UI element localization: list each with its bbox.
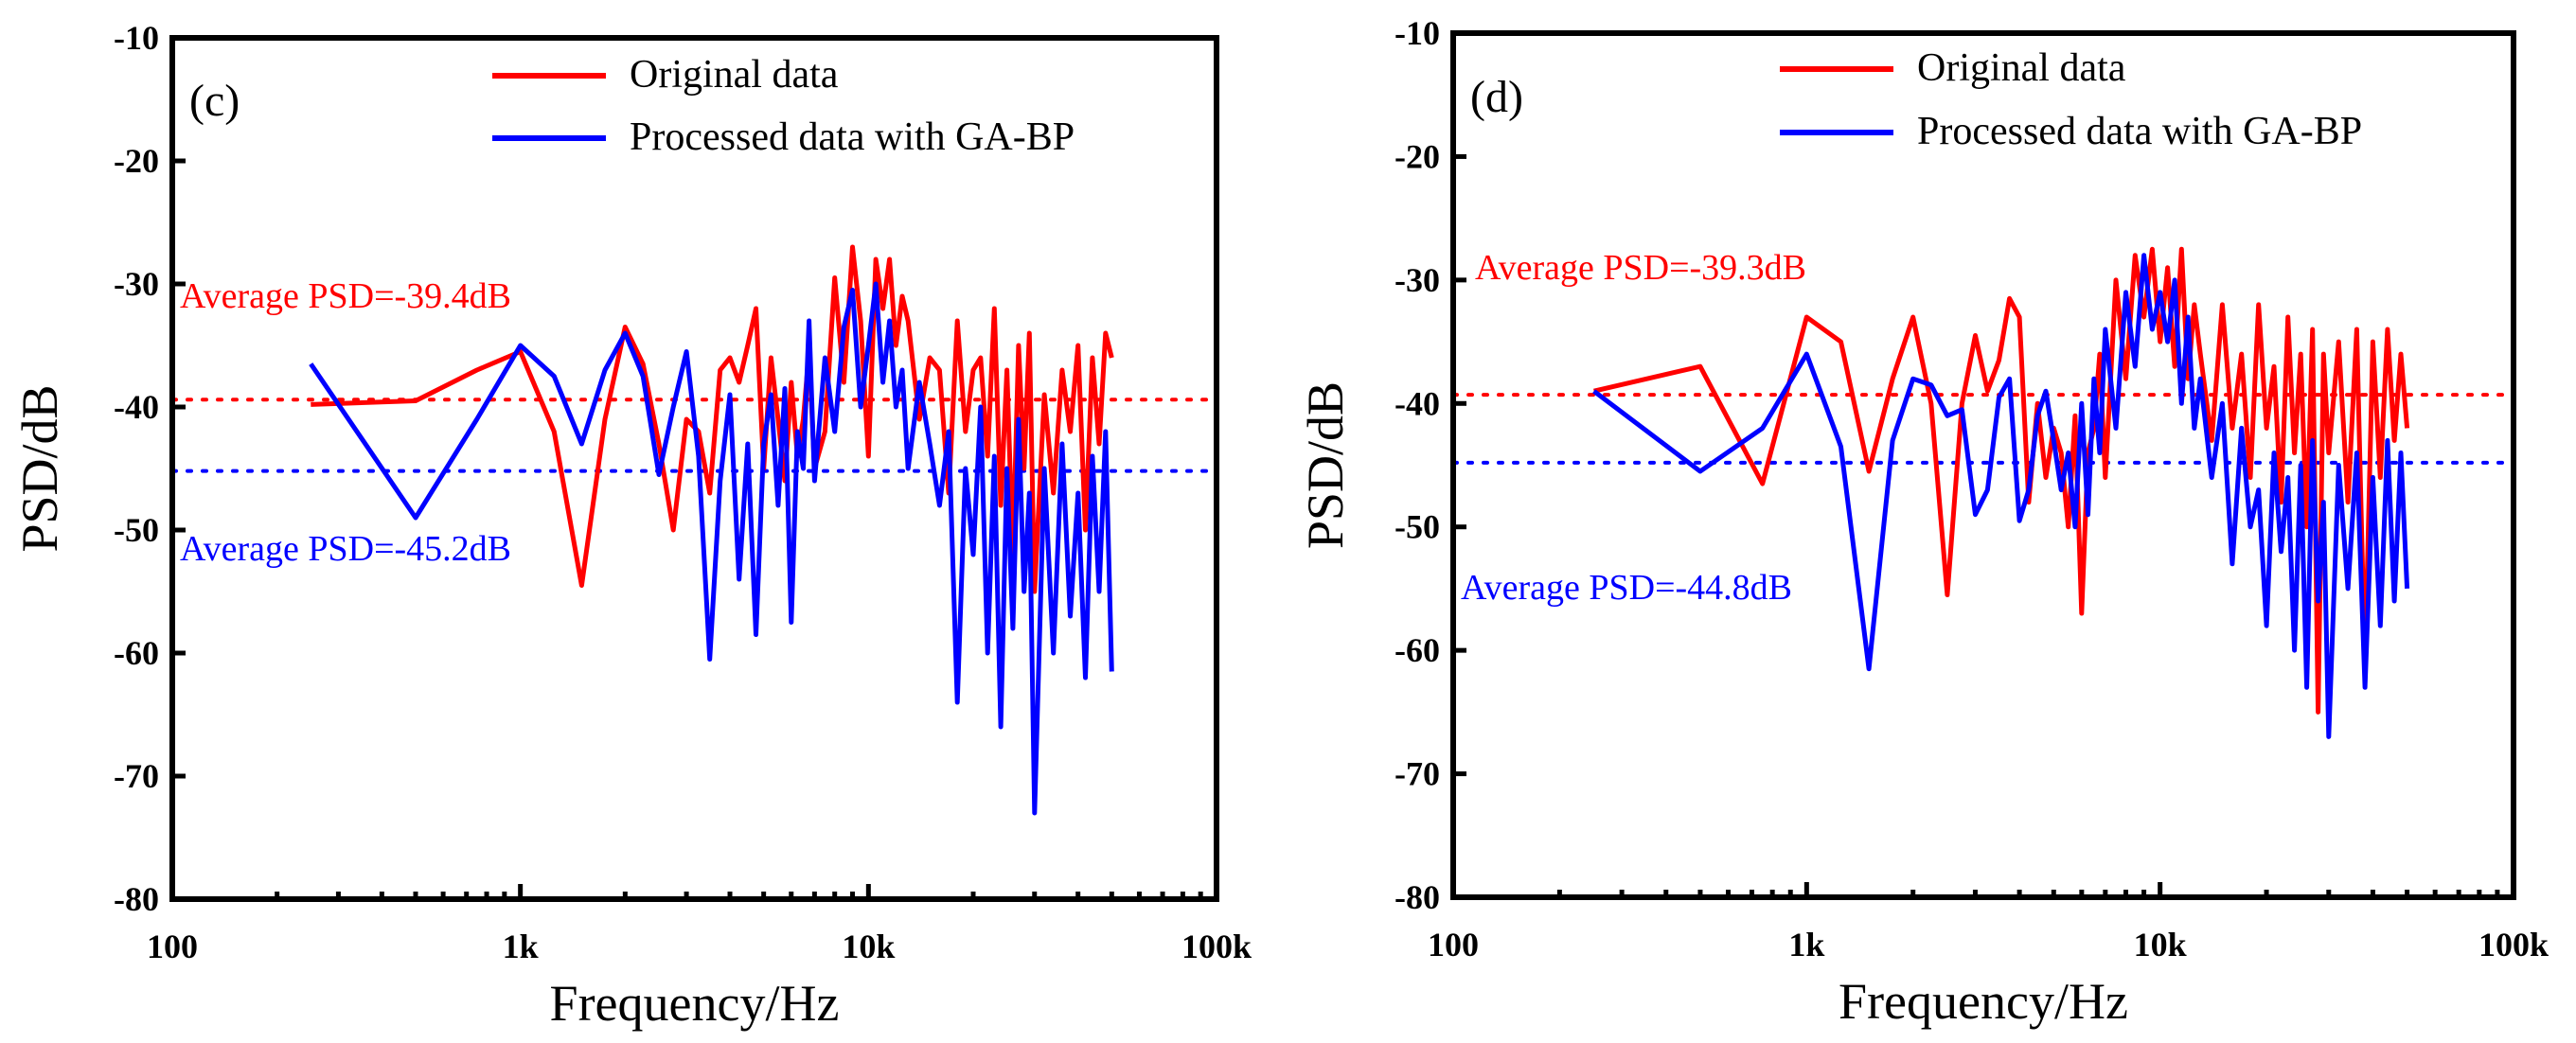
y-tick-label: -40 — [1395, 384, 1440, 422]
x-tick-label: 1k — [503, 928, 539, 965]
y-tick-label: -30 — [114, 265, 159, 303]
average-psd-annotation-original: Average PSD=-39.3dB — [1475, 248, 1806, 288]
x-tick-label: 10k — [842, 928, 895, 965]
x-tick-label: 100 — [147, 928, 198, 965]
average-psd-annotation-original: Average PSD=-39.4dB — [180, 276, 511, 316]
y-tick-label: -10 — [114, 19, 159, 57]
y-tick-label: -50 — [114, 511, 159, 549]
y-tick-label: -30 — [1395, 261, 1440, 299]
average-psd-annotation-processed: Average PSD=-45.2dB — [180, 529, 511, 569]
panel-label: (c) — [189, 76, 240, 126]
x-axis-title: Frequency/Hz — [550, 975, 840, 1032]
series-line-original — [311, 244, 1114, 594]
y-tick-label: -80 — [114, 880, 159, 918]
x-axis-title: Frequency/Hz — [1839, 973, 2128, 1030]
y-axis-title: PSD/dB — [11, 384, 68, 552]
y-tick-label: -60 — [1395, 631, 1440, 669]
series-line-processed — [309, 281, 1114, 816]
y-tick-label: -50 — [1395, 508, 1440, 546]
y-tick-label: -70 — [1395, 755, 1440, 793]
average-psd-annotation-processed: Average PSD=-44.8dB — [1461, 568, 1792, 608]
legend-label-processed: Processed data with GA-BP — [1917, 110, 2362, 153]
x-tick-label: 100k — [2478, 926, 2549, 963]
x-tick-label: 1k — [1788, 926, 1824, 963]
legend-label-original: Original data — [630, 53, 839, 97]
series-line-original — [1593, 246, 2410, 715]
y-tick-label: -40 — [114, 388, 159, 426]
y-tick-label: -80 — [1395, 878, 1440, 916]
panel-d: -80 -70 -60 -50 -40 -30 -20 -10 100 1k 10k 100k Freq… — [1297, 14, 2549, 1030]
panel-label: (d) — [1470, 72, 1523, 122]
y-tick-label: -20 — [1395, 137, 1440, 175]
legend-label-original: Original data — [1917, 46, 2126, 90]
x-tick-label: 100 — [1428, 926, 1479, 963]
plot-frame — [169, 35, 1219, 902]
y-tick-label: -70 — [114, 757, 159, 795]
series-line-processed — [1592, 253, 2410, 739]
legend-label-processed: Processed data with GA-BP — [630, 115, 1075, 159]
y-tick-label: -60 — [114, 634, 159, 672]
x-tick-label: 10k — [2134, 926, 2187, 963]
panel-c: -80 -70 -60 -50 -40 -30 -20 -10 100 1k 10k 100k Freq… — [11, 19, 1252, 1032]
x-tick-label: 100k — [1181, 928, 1252, 965]
y-axis-title: PSD/dB — [1297, 381, 1354, 549]
y-tick-label: -10 — [1395, 14, 1440, 52]
y-tick-label: -20 — [114, 142, 159, 180]
plot-frame — [1450, 30, 2516, 900]
